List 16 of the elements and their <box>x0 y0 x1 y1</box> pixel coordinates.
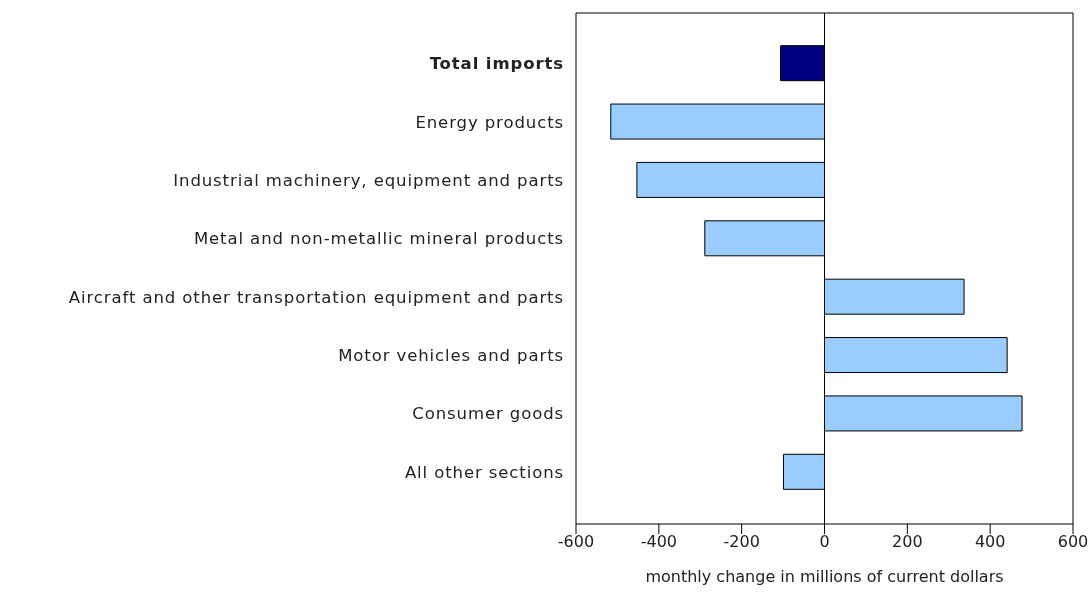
x-axis-title: monthly change in millions of current dollars <box>645 567 1004 586</box>
y-tick-label: Total imports <box>429 54 564 74</box>
y-tick-label: Motor vehicles and parts <box>338 346 564 366</box>
x-tick-label: -200 <box>723 532 760 552</box>
y-tick-label: All other sections <box>404 462 564 482</box>
y-tick-label: Industrial machinery, equipment and parts <box>173 170 564 190</box>
x-tick-label: 0 <box>819 532 830 552</box>
x-tick-label: 400 <box>974 532 1006 552</box>
x-tick-label: -600 <box>557 532 595 552</box>
x-tick-label: 600 <box>1057 532 1089 552</box>
y-tick-label: Aircraft and other transportation equipment and parts <box>68 287 564 307</box>
x-tick-label: 200 <box>892 532 923 552</box>
y-tick-label: Energy products <box>415 112 564 132</box>
x-tick-label: -400 <box>640 532 677 552</box>
y-tick-label: Consumer goods <box>412 404 564 424</box>
y-tick-label: Metal and non-metallic mineral products <box>193 229 564 249</box>
